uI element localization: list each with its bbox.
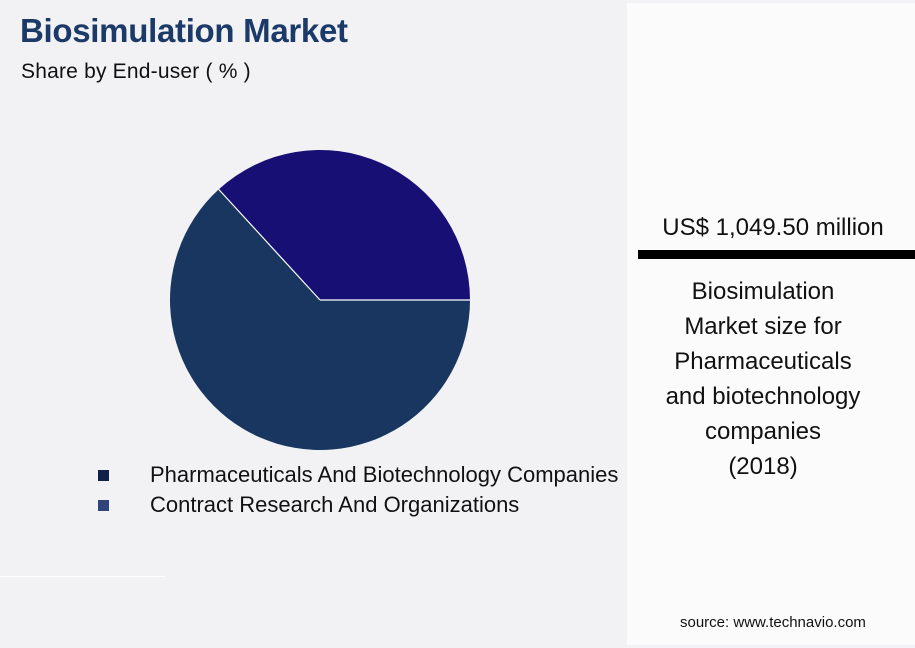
legend-item-pharma: Pharmaceuticals And Biotechnology Compan… [98,460,618,490]
source-text: source: www.technavio.com [680,614,866,631]
chart-title: Biosimulation Market [20,12,348,49]
description-line: Market size for [684,313,842,340]
value-underline [638,250,915,259]
divider [0,576,165,577]
legend-swatch-icon [98,499,109,511]
legend-label: Contract Research And Organizations [150,492,520,517]
description-line: Pharmaceuticals [674,348,852,375]
description-line: Biosimulation [691,278,835,305]
pie-chart [168,148,472,452]
legend-item-cro: Contract Research And Organizations [98,490,618,520]
pie-slice-cro [218,150,470,300]
side-panel [627,3,915,645]
pie-svg [170,150,471,451]
market-value: US$ 1,049.50 million [662,214,884,241]
description-line: (2018) [728,453,798,480]
description-line: and biotechnology [665,383,861,410]
market-description: Biosimulation Market size for Pharmaceut… [632,274,894,484]
legend-swatch-icon [98,469,109,481]
legend: Pharmaceuticals And Biotechnology Compan… [98,460,618,520]
pie-slice-pharma [170,189,471,451]
chart-subtitle: Share by End-user ( % ) [21,60,251,83]
legend-label: Pharmaceuticals And Biotechnology Compan… [150,462,619,487]
description-line: companies [704,418,822,445]
